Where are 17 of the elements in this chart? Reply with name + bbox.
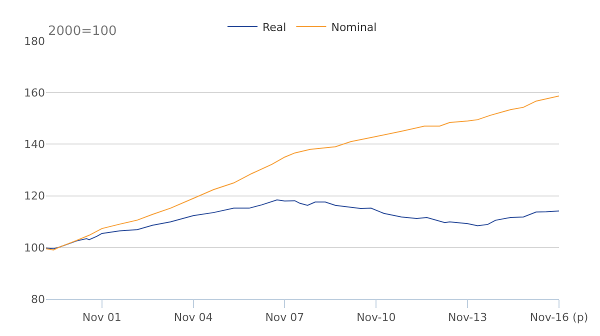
x-tick-label: Nov-16 (p): [530, 311, 588, 324]
x-tick-label: Nov 04: [174, 311, 213, 324]
x-tick-label: Nov-13: [448, 311, 488, 324]
x-tick-label: Nov 07: [265, 311, 304, 324]
line-series: [46, 199, 559, 250]
y-tick-label: 160: [24, 86, 45, 100]
line-series: [46, 95, 559, 250]
y-tick-label: 80: [31, 292, 45, 306]
y-tick-label: 140: [24, 138, 45, 152]
x-tick-label: Nov 01: [82, 311, 122, 324]
y-axis-title: 2000=100: [48, 24, 117, 39]
legend-label: Real: [262, 20, 286, 34]
y-tick-label: 120: [24, 190, 45, 203]
y-tick-label: 100: [24, 241, 45, 254]
x-tick-label: Nov-10: [356, 311, 396, 324]
legend-label: Nominal: [331, 20, 377, 34]
y-tick-label: 180: [24, 34, 45, 48]
